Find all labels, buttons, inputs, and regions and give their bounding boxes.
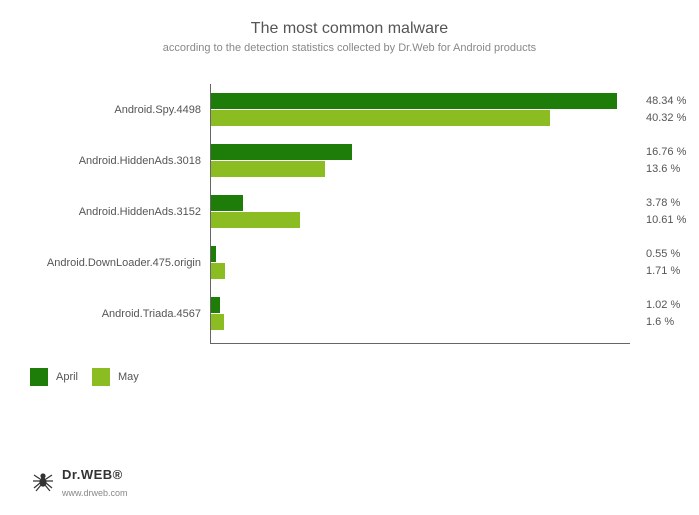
category-label: Android.Triada.4567 bbox=[31, 308, 211, 320]
legend-item: May bbox=[92, 368, 139, 386]
value-label: 1.71 % bbox=[646, 263, 680, 279]
brand-suffix: ® bbox=[113, 467, 123, 482]
bar bbox=[211, 314, 224, 330]
legend-item: April bbox=[30, 368, 78, 386]
value-label: 13.6 % bbox=[646, 161, 680, 177]
value-label: 16.76 % bbox=[646, 144, 686, 160]
legend: April May bbox=[30, 368, 669, 386]
value-label: 1.6 % bbox=[646, 314, 674, 330]
bar bbox=[211, 212, 300, 228]
brand-url: www.drweb.com bbox=[62, 488, 128, 498]
footer-brand: Dr.WEB® www.drweb.com bbox=[30, 466, 128, 501]
bar-group: Android.Spy.449848.34 %40.32 % bbox=[211, 84, 630, 135]
legend-label: April bbox=[56, 371, 78, 383]
chart-title: The most common malware bbox=[30, 20, 669, 38]
bar-group: Android.HiddenAds.31523.78 %10.61 % bbox=[211, 186, 630, 237]
category-label: Android.HiddenAds.3018 bbox=[31, 155, 211, 167]
category-label: Android.DownLoader.475.origin bbox=[31, 257, 211, 269]
legend-label: May bbox=[118, 371, 139, 383]
bar-group: Android.DownLoader.475.origin0.55 %1.71 … bbox=[211, 237, 630, 288]
brand-name: Dr.WEB bbox=[62, 467, 113, 482]
bar bbox=[211, 246, 216, 262]
bar-group: Android.HiddenAds.301816.76 %13.6 % bbox=[211, 135, 630, 186]
legend-swatch bbox=[92, 368, 110, 386]
value-label: 48.34 % bbox=[646, 93, 686, 109]
legend-swatch bbox=[30, 368, 48, 386]
chart-subtitle: according to the detection statistics co… bbox=[30, 42, 669, 54]
bar bbox=[211, 161, 325, 177]
bar bbox=[211, 144, 352, 160]
chart-plot-area: Android.Spy.449848.34 %40.32 %Android.Hi… bbox=[210, 84, 630, 344]
bar bbox=[211, 93, 617, 109]
bar bbox=[211, 263, 225, 279]
bar bbox=[211, 195, 243, 211]
bar bbox=[211, 297, 220, 313]
value-label: 40.32 % bbox=[646, 110, 686, 126]
value-label: 1.02 % bbox=[646, 297, 680, 313]
value-label: 3.78 % bbox=[646, 195, 680, 211]
value-label: 10.61 % bbox=[646, 212, 686, 228]
category-label: Android.HiddenAds.3152 bbox=[31, 206, 211, 218]
category-label: Android.Spy.4498 bbox=[31, 104, 211, 116]
bar bbox=[211, 110, 550, 126]
bar-group: Android.Triada.45671.02 %1.6 % bbox=[211, 288, 630, 339]
spider-icon bbox=[30, 468, 56, 499]
value-label: 0.55 % bbox=[646, 246, 680, 262]
